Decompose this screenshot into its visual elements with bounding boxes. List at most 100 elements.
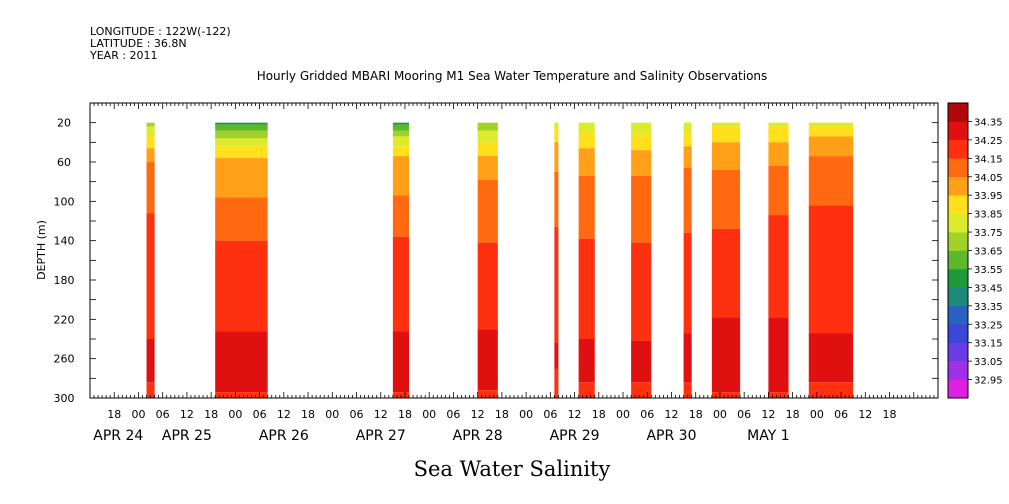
latitude-label: LATITUDE : 36.8N (90, 37, 187, 50)
colorbar-label: 34.05 (974, 173, 1003, 184)
salinity-band (477, 130, 498, 143)
colorbar-label: 33.25 (974, 320, 1003, 331)
salinity-band (146, 382, 155, 398)
data-segment (392, 122, 410, 398)
salinity-band (477, 142, 498, 157)
salinity-band (578, 382, 595, 398)
colorbar-label: 33.35 (974, 302, 1003, 313)
salinity-band (578, 238, 595, 339)
colorbar-swatch (948, 250, 968, 270)
x-tick-label: 12 (568, 408, 582, 421)
salinity-band (554, 171, 559, 227)
salinity-band (215, 146, 268, 159)
x-tick-label: 00 (422, 408, 436, 421)
salinity-band (215, 130, 268, 139)
salinity-band (631, 175, 652, 243)
x-tick-label: 06 (737, 408, 751, 421)
chart-caption: Sea Water Salinity (414, 457, 611, 481)
salinity-band (768, 165, 789, 216)
x-date-label: APR 25 (162, 428, 212, 444)
x-tick-label: 18 (786, 408, 800, 421)
x-tick-label: 00 (228, 408, 242, 421)
salinity-band (146, 148, 155, 162)
x-tick-label: 06 (640, 408, 654, 421)
salinity-band (392, 130, 410, 137)
salinity-band (392, 156, 410, 196)
salinity-band (146, 122, 155, 127)
salinity-band (808, 136, 854, 157)
salinity-band (631, 382, 652, 398)
data-segment (578, 122, 595, 398)
x-tick-label: 12 (180, 408, 194, 421)
axes: 18 00 06 12 18 00 06 12 18 00 06 12 18 00 06 12 18 00 06 12… (54, 102, 939, 444)
salinity-band (808, 122, 854, 127)
salinity-band (683, 122, 692, 133)
colorbar-swatch (948, 139, 968, 159)
y-tick-label: 260 (54, 353, 75, 366)
salinity-band (215, 197, 268, 241)
x-date-label: APR 30 (646, 428, 696, 444)
salinity-band (215, 138, 268, 147)
colorbar-swatch (948, 158, 968, 178)
x-tick-label: 00 (519, 408, 533, 421)
x-tick-label: 18 (204, 408, 218, 421)
colorbar-swatch (948, 121, 968, 141)
x-tick-label: 12 (471, 408, 485, 421)
x-tick-label: 06 (446, 408, 460, 421)
salinity-band (808, 382, 854, 398)
y-tick-label: 220 (54, 313, 75, 326)
x-tick-label: 00 (325, 408, 339, 421)
longitude-label: LONGITUDE : 122W(-122) (90, 25, 231, 38)
salinity-band (146, 136, 155, 149)
colorbar: 32.95 33.05 33.15 33.25 33.35 33.45 33.55 33.65… (947, 102, 1003, 399)
salinity-band (631, 122, 652, 135)
salinity-band (392, 146, 410, 157)
data-segment (711, 122, 741, 398)
x-tick-label: 12 (858, 408, 872, 421)
colorbar-label: 33.45 (974, 283, 1003, 294)
x-date-label: APR 28 (453, 428, 503, 444)
colorbar-label: 33.65 (974, 247, 1003, 258)
salinity-band (768, 142, 789, 166)
salinity-band (683, 382, 692, 398)
salinity-band (683, 132, 692, 147)
data-segment (215, 122, 268, 398)
x-tick-label: 06 (350, 408, 364, 421)
salinity-band (808, 126, 854, 137)
salinity-band (683, 146, 692, 168)
salinity-band (768, 215, 789, 318)
x-tick-label: 18 (495, 408, 509, 421)
salinity-band (392, 195, 410, 237)
colorbar-swatch (948, 305, 968, 325)
salinity-band (477, 329, 498, 391)
colorbar-label: 33.95 (974, 191, 1003, 202)
salinity-band (578, 148, 595, 176)
data-segment (146, 122, 155, 398)
colorbar-swatch (948, 213, 968, 233)
colorbar-swatch (948, 287, 968, 307)
x-date-label: APR 24 (93, 428, 143, 444)
salinity-band (711, 142, 741, 170)
colorbar-label: 34.15 (974, 154, 1003, 165)
x-tick-label: 00 (131, 408, 145, 421)
salinity-band (631, 340, 652, 383)
data-segment (554, 122, 559, 398)
x-tick-label: 12 (761, 408, 775, 421)
salinity-band (554, 226, 559, 343)
data-segment (768, 122, 789, 398)
salinity-band (392, 122, 410, 125)
x-date-label: APR 29 (550, 428, 600, 444)
colorbar-swatch (948, 195, 968, 214)
x-tick-label: 00 (810, 408, 824, 421)
salinity-band (215, 124, 268, 131)
x-date-label: MAY 1 (747, 428, 789, 444)
salinity-band (631, 150, 652, 176)
salinity-band (477, 179, 498, 243)
x-tick-label: 18 (592, 408, 606, 421)
colorbar-swatch (948, 268, 968, 288)
salinity-band (215, 240, 268, 332)
salinity-band (392, 124, 410, 131)
salinity-band (808, 333, 854, 383)
colorbar-label: 33.55 (974, 265, 1003, 276)
